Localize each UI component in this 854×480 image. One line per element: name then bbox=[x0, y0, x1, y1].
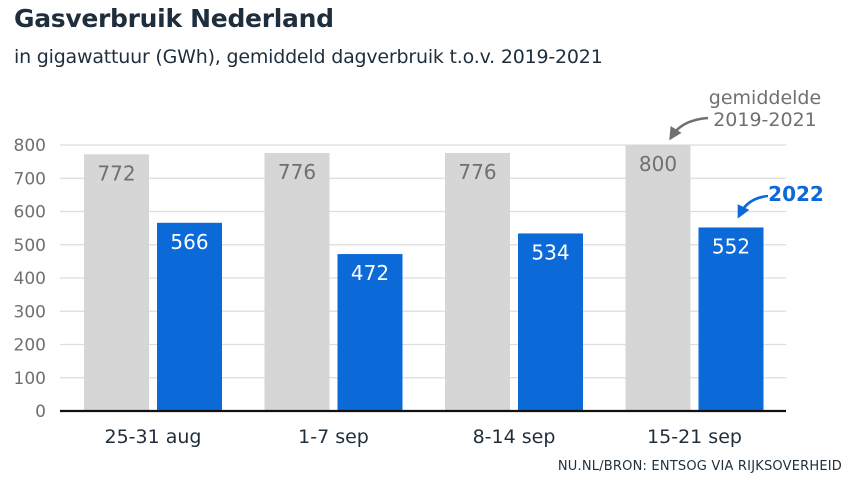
y-tick-label: 800 bbox=[14, 136, 46, 156]
y-tick-label: 200 bbox=[14, 336, 46, 356]
y-tick-label: 100 bbox=[14, 369, 46, 389]
value-label-reference: 776 bbox=[278, 160, 316, 184]
annotation-reference-arrow bbox=[669, 116, 709, 141]
chart-subtitle: in gigawattuur (GWh), gemiddeld dagverbr… bbox=[14, 46, 603, 68]
chart-title: Gasverbruik Nederland bbox=[14, 4, 334, 33]
y-axis-ticks: 0 100 200 300 400 500 600 700 800 bbox=[14, 136, 46, 422]
value-label-reference: 800 bbox=[639, 152, 677, 176]
y-tick-label: 400 bbox=[14, 269, 46, 289]
category-label: 25-31 aug bbox=[105, 426, 202, 448]
bar-reference bbox=[625, 145, 691, 411]
value-label-reference: 776 bbox=[458, 160, 496, 184]
bar-2022 bbox=[698, 227, 764, 411]
bar-reference bbox=[84, 154, 149, 411]
category-label: 1-7 sep bbox=[298, 426, 369, 448]
annotation-2022-arrow bbox=[737, 194, 769, 219]
y-tick-label: 0 bbox=[35, 402, 46, 422]
annotation-reference-line2: 2019-2021 bbox=[713, 109, 817, 131]
y-tick-label: 300 bbox=[14, 302, 46, 322]
annotations: gemiddelde 2019-2021 2022 bbox=[669, 87, 824, 219]
annotation-reference-line1: gemiddelde bbox=[709, 87, 821, 109]
category-labels: 25-31 aug 1-7 sep 8-14 sep 15-21 sep bbox=[105, 426, 742, 448]
value-labels: 772 566 776 472 776 534 800 552 bbox=[97, 152, 750, 285]
y-tick-label: 700 bbox=[14, 169, 46, 189]
value-label-2022: 472 bbox=[351, 261, 389, 285]
bar-reference bbox=[445, 152, 510, 412]
value-label-2022: 552 bbox=[712, 234, 750, 258]
y-tick-label: 500 bbox=[14, 236, 46, 256]
bar-reference bbox=[264, 152, 330, 412]
bar-2022 bbox=[337, 254, 403, 411]
category-label: 8-14 sep bbox=[473, 426, 556, 448]
annotation-2022: 2022 bbox=[768, 182, 824, 206]
value-label-reference: 772 bbox=[97, 161, 135, 185]
y-tick-label: 600 bbox=[14, 203, 46, 223]
source-credit: NU.NL/BRON: ENTSOG VIA RIJKSOVERHEID bbox=[557, 459, 842, 474]
bars bbox=[84, 145, 764, 412]
value-label-2022: 566 bbox=[170, 230, 208, 254]
bar-2022 bbox=[157, 222, 222, 411]
bar-2022 bbox=[518, 233, 583, 411]
category-label: 15-21 sep bbox=[647, 426, 742, 448]
value-label-2022: 534 bbox=[531, 240, 569, 264]
